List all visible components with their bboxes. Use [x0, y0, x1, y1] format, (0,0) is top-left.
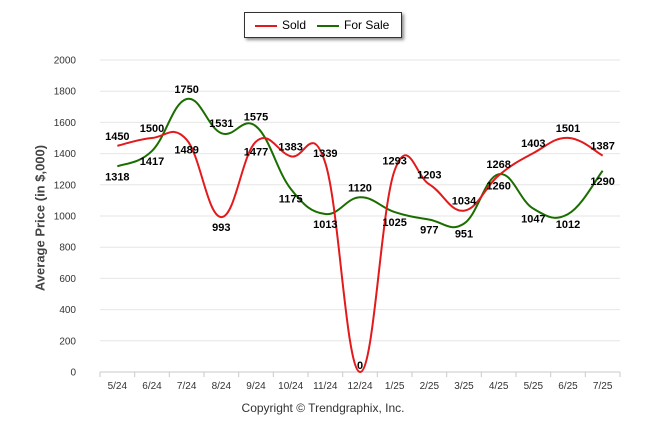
data-label: 1339: [313, 148, 337, 160]
data-label: 1477: [244, 147, 268, 159]
series-line-sold: [117, 130, 604, 374]
x-tick-label: 9/24: [246, 381, 266, 392]
y-tick-label: 1600: [54, 118, 77, 129]
data-label: 0: [357, 360, 363, 372]
data-label: 951: [455, 229, 473, 241]
data-label: 1203: [417, 169, 441, 181]
x-tick-label: 11/24: [313, 381, 338, 392]
data-label: 1383: [278, 141, 302, 153]
copyright-text: Copyright © Trendgraphix, Inc.: [241, 401, 405, 415]
gridlines: [100, 59, 620, 373]
data-label: 977: [420, 225, 438, 237]
legend-label-sold[interactable]: Sold: [282, 18, 307, 32]
y-axis-label: Average Price (in $,000): [32, 144, 48, 292]
data-label: 1034: [452, 196, 477, 208]
data-label: 1268: [486, 159, 510, 171]
legend-label-for-sale[interactable]: For Sale: [344, 18, 390, 32]
data-label: 1318: [105, 171, 129, 183]
y-tick-label: 1400: [54, 149, 77, 160]
data-label: 1417: [140, 156, 164, 168]
data-label: 1175: [279, 194, 303, 206]
y-tick-label: 400: [59, 305, 76, 316]
data-label: 1290: [590, 176, 614, 188]
data-label: 1293: [382, 155, 406, 167]
series-line-for-sale: [116, 97, 604, 229]
y-tick-label: 0: [70, 368, 76, 379]
x-tick-label: 6/24: [142, 381, 162, 392]
data-label: 1387: [590, 141, 614, 153]
data-label: 1260: [486, 180, 510, 192]
data-label: 1450: [105, 131, 129, 143]
data-label: 1531: [209, 118, 233, 130]
data-labels: 1450 1500 1489 993 1477 1383 1339 0 1293 1203 1034…: [105, 84, 615, 372]
x-tick-label: 7/25: [593, 381, 613, 392]
data-label: 1500: [140, 123, 164, 135]
x-tick-label: 6/25: [558, 381, 578, 392]
data-label: 1575: [244, 111, 268, 123]
y-tick-label: 2000: [54, 56, 77, 67]
x-tick-label: 5/25: [524, 381, 544, 392]
series-lines: [116, 97, 604, 374]
y-tick-label: 1000: [54, 212, 77, 223]
data-label: 1047: [521, 214, 545, 226]
x-axis-ticks: 5/24 6/24 7/24 8/24 9/24 10/24 11/24 12/24 1/25 2…: [99, 371, 621, 392]
data-label: 1012: [556, 219, 580, 231]
data-label: 1403: [521, 138, 545, 150]
x-tick-label: 2/25: [420, 381, 440, 392]
x-tick-label: 1/25: [385, 381, 405, 392]
legend: Sold For Sale: [244, 12, 402, 38]
x-tick-label: 8/24: [212, 381, 232, 392]
data-label: 1501: [556, 123, 580, 135]
x-tick-label: 7/24: [177, 381, 197, 392]
y-axis-ticks: 0 200 400 600 800 1000 1200 1400 1600 1800 2000: [54, 56, 77, 379]
x-tick-label: 5/24: [108, 381, 128, 392]
x-tick-label: 12/24: [347, 381, 372, 392]
y-tick-label: 1800: [54, 87, 77, 98]
data-label: 1013: [313, 219, 337, 231]
data-label: 993: [212, 222, 230, 234]
x-tick-label: 3/25: [454, 381, 474, 392]
x-tick-label: 4/25: [489, 381, 509, 392]
data-label: 1750: [174, 84, 198, 96]
x-tick-label: 10/24: [278, 381, 303, 392]
y-tick-label: 1200: [54, 180, 77, 191]
y-tick-label: 200: [59, 336, 76, 347]
y-tick-label: 800: [59, 243, 76, 254]
data-label: 1025: [382, 217, 406, 229]
data-label: 1489: [174, 145, 198, 157]
legend-swatch-sold: [255, 25, 277, 27]
legend-swatch-for-sale: [317, 25, 339, 27]
data-label: 1120: [348, 182, 372, 194]
y-tick-label: 600: [59, 274, 76, 285]
